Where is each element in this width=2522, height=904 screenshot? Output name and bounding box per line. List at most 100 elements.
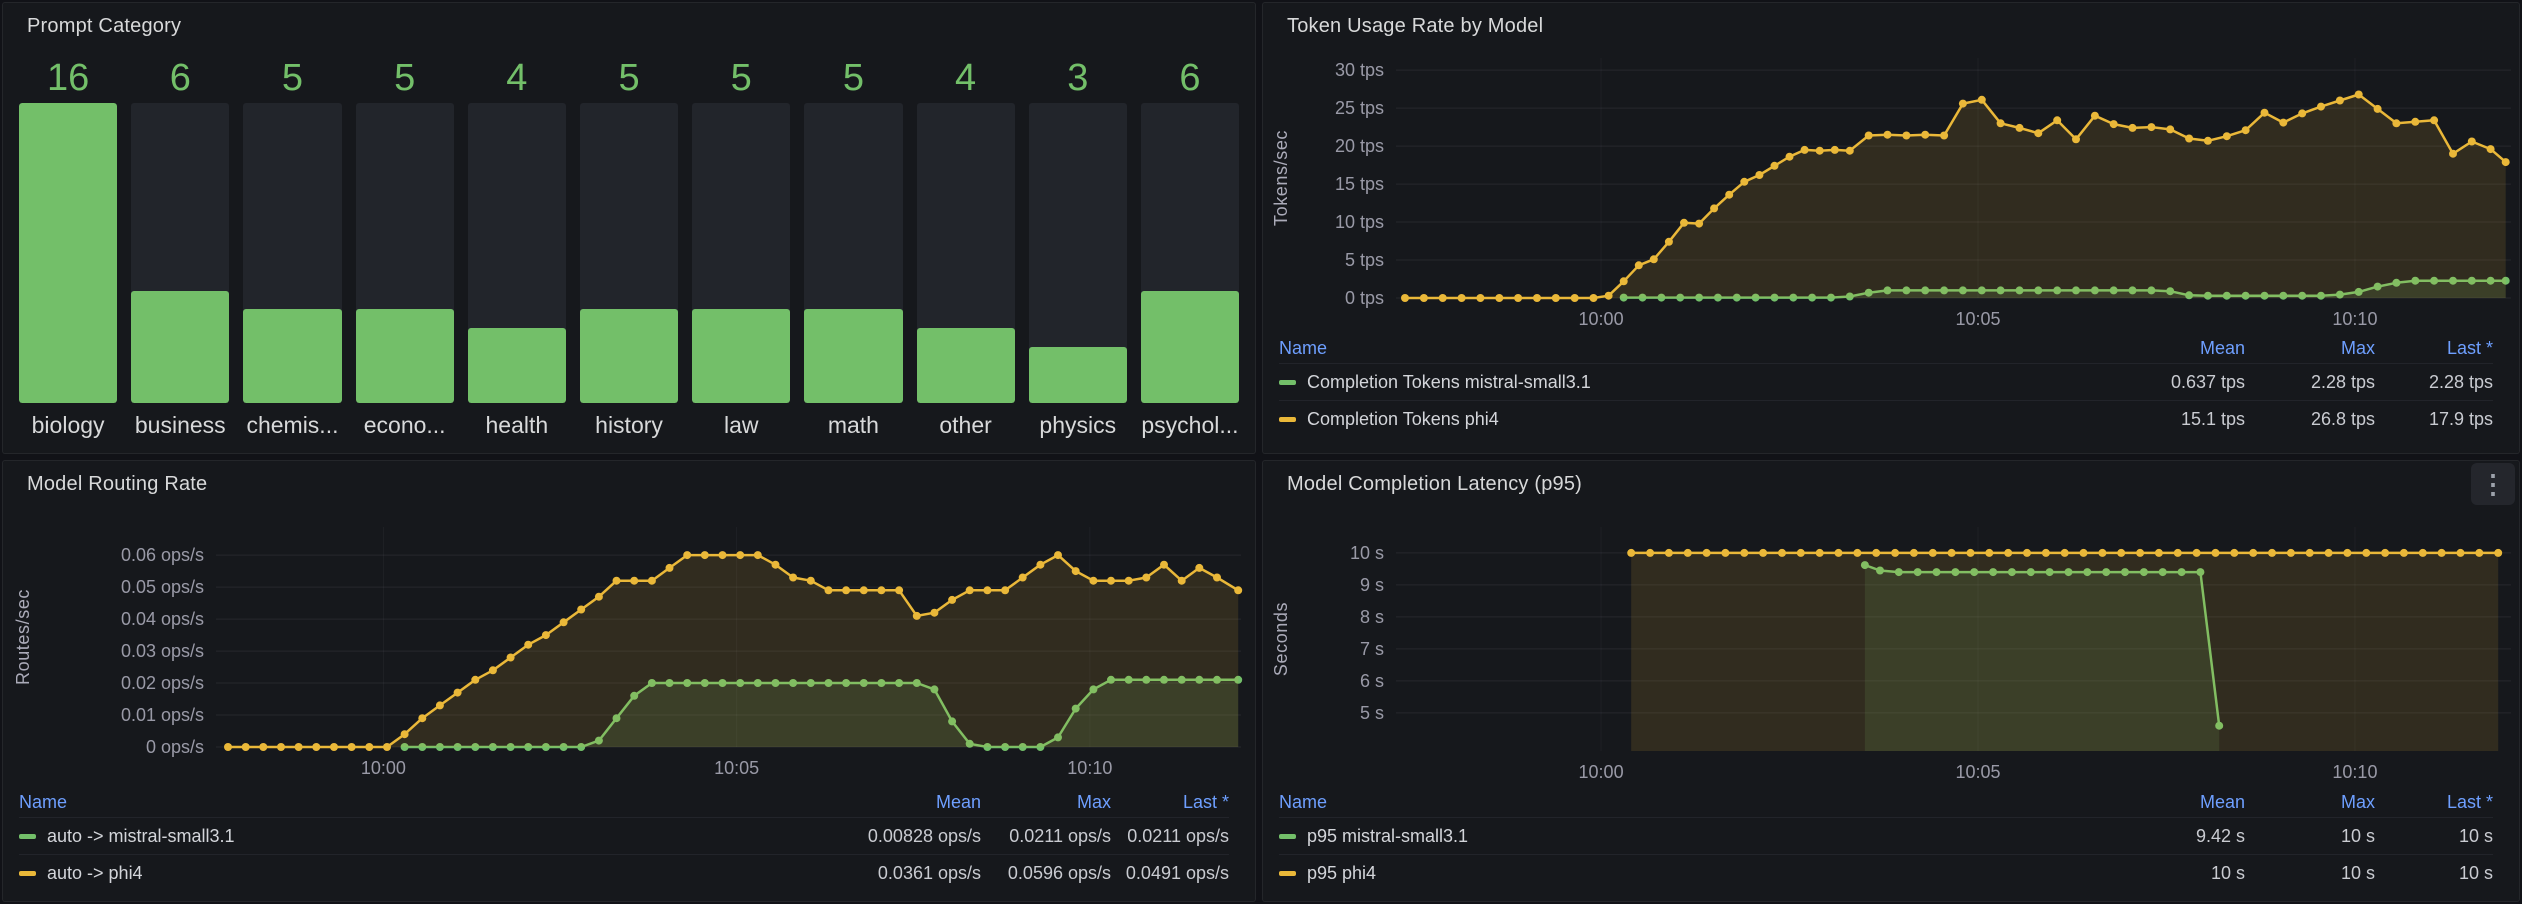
bar-fill	[467, 328, 566, 403]
legend-series-label[interactable]: auto -> phi4	[19, 863, 801, 884]
latency-chart[interactable]: 5 s 6 s 7 s 8 s 9 s 10 s 10:00 10:05 10:10 Second…	[1263, 461, 2519, 903]
series-color-swatch	[19, 833, 36, 839]
bar-track	[355, 103, 454, 403]
legend-last-value: 0.0491 ops/s	[1125, 862, 1229, 883]
bar-track	[131, 103, 230, 403]
svg-text:Routes/sec: Routes/sec	[13, 589, 33, 685]
bar-business: 6 business	[131, 41, 230, 441]
bar-fill	[1140, 290, 1240, 403]
bar-track	[1028, 103, 1127, 403]
legend-header-max[interactable]: Max	[2340, 337, 2375, 358]
svg-text:8 s: 8 s	[1360, 607, 1384, 627]
svg-text:0.04 ops/s: 0.04 ops/s	[121, 609, 204, 629]
bar-value: 16	[46, 57, 90, 100]
legend-mean-value: 9.42 s	[2195, 825, 2245, 846]
bar-value: 5	[281, 57, 304, 100]
legend-header-name[interactable]: Name	[1279, 791, 1328, 812]
panel-title-latency[interactable]: Model Completion Latency (p95)	[1287, 473, 1583, 495]
legend-header-max[interactable]: Max	[2340, 791, 2375, 812]
prompt-category-bargauge[interactable]: 16 biology 6 business 5 chemis... 5 econo... 4 he…	[19, 41, 1240, 441]
bar-value: 6	[169, 57, 191, 100]
legend-series-label[interactable]: p95 mistral-small3.1	[1279, 826, 2065, 847]
latency-legend: Name Mean Max Last * p95 mistral-small3.1 9.4…	[1279, 787, 2493, 891]
legend-series-label[interactable]: p95 phi4	[1279, 863, 2065, 884]
bar-fill	[1028, 346, 1127, 403]
bar-track	[804, 103, 903, 403]
bar-label: health	[485, 411, 549, 438]
svg-text:10:10: 10:10	[1067, 758, 1112, 778]
bar-fill	[579, 309, 679, 403]
svg-text:10:05: 10:05	[1955, 309, 2000, 329]
legend-row: p95 mistral-small3.1 9.42 s 10 s 10 s	[1279, 817, 2493, 854]
bar-label: history	[595, 411, 663, 438]
svg-text:9 s: 9 s	[1360, 575, 1384, 595]
legend-header: Name Mean Max Last *	[1279, 333, 2493, 363]
legend-header-last[interactable]: Last *	[2446, 337, 2493, 358]
legend-max-value: 10 s	[2340, 825, 2375, 846]
svg-text:25 tps: 25 tps	[1335, 98, 1384, 118]
svg-text:Seconds: Seconds	[1271, 602, 1291, 676]
panel-menu-button[interactable]: ⋮	[2471, 463, 2515, 505]
legend-header-mean[interactable]: Mean	[2199, 337, 2245, 358]
legend-max-value: 0.0596 ops/s	[1007, 862, 1111, 883]
panel-title-token-usage[interactable]: Token Usage Rate by Model	[1287, 15, 1544, 37]
svg-text:0 ops/s: 0 ops/s	[146, 737, 204, 757]
legend-max-value: 10 s	[2340, 862, 2375, 883]
legend-header-last[interactable]: Last *	[1182, 791, 1229, 812]
token-usage-chart[interactable]: 0 tps 5 tps 10 tps 15 tps 20 tps 25 tps 30 tps…	[1263, 3, 2519, 455]
svg-text:5 s: 5 s	[1360, 703, 1384, 723]
series-color-swatch	[1279, 870, 1296, 876]
svg-text:0.02 ops/s: 0.02 ops/s	[121, 673, 204, 693]
bar-math: 5 math	[804, 41, 903, 441]
legend-series-label[interactable]: auto -> mistral-small3.1	[19, 826, 801, 847]
legend-series-label[interactable]: Completion Tokens mistral-small3.1	[1279, 372, 2065, 393]
legend-row: auto -> phi4 0.0361 ops/s 0.0596 ops/s 0.04…	[19, 854, 1229, 891]
legend-last-value: 17.9 tps	[2428, 408, 2493, 429]
panel-prompt-category: Prompt Category 16 biology 6 business 5 chemi…	[2, 2, 1256, 454]
svg-text:10:05: 10:05	[1955, 762, 2000, 782]
series-color-swatch	[1279, 379, 1296, 385]
legend-header-name[interactable]: Name	[19, 791, 68, 812]
legend-last-value: 10 s	[2458, 825, 2493, 846]
panel-title-routing-rate[interactable]: Model Routing Rate	[27, 473, 208, 495]
svg-text:Tokens/sec: Tokens/sec	[1271, 130, 1291, 226]
bar-fill	[355, 309, 454, 403]
bar-value: 4	[506, 57, 528, 100]
legend-series-label[interactable]: Completion Tokens phi4	[1279, 409, 2065, 430]
bar-label: physics	[1039, 411, 1117, 438]
panel-title-prompt-category[interactable]: Prompt Category	[27, 15, 182, 37]
bar-psychol: 6 psychol...	[1140, 41, 1240, 441]
svg-text:10 tps: 10 tps	[1335, 212, 1384, 232]
bar-health: 4 health	[467, 41, 566, 441]
legend-header: Name Mean Max Last *	[1279, 787, 2493, 817]
svg-text:10:00: 10:00	[361, 758, 406, 778]
bar-label: business	[134, 411, 226, 438]
bar-econo: 5 econo...	[355, 41, 454, 441]
legend-mean-value: 10 s	[2210, 862, 2245, 883]
legend-row: Completion Tokens phi4 15.1 tps 26.8 tps 17…	[1279, 400, 2493, 437]
bar-value: 6	[1179, 57, 1201, 100]
series-color-swatch	[1279, 833, 1296, 839]
legend-header-max[interactable]: Max	[1076, 791, 1111, 812]
kebab-icon: ⋮	[2480, 468, 2506, 499]
svg-text:10:05: 10:05	[714, 758, 759, 778]
bar-value: 5	[618, 57, 640, 100]
legend-header-mean[interactable]: Mean	[2199, 791, 2245, 812]
svg-text:15 tps: 15 tps	[1335, 174, 1384, 194]
svg-text:10 s: 10 s	[1350, 543, 1384, 563]
routing-rate-chart[interactable]: 0 ops/s 0.01 ops/s 0.02 ops/s 0.03 ops/s 0.0…	[3, 461, 1255, 903]
bar-law: 5 law	[692, 41, 791, 441]
panel-token-usage: Token Usage Rate by Model 0 tps 5 tps 10 t…	[1262, 2, 2520, 454]
bar-label: math	[827, 411, 879, 438]
legend-header-mean[interactable]: Mean	[935, 791, 981, 812]
legend-row: auto -> mistral-small3.1 0.00828 ops/s 0.0…	[19, 817, 1229, 854]
svg-text:20 tps: 20 tps	[1335, 136, 1384, 156]
bar-physics: 3 physics	[1028, 41, 1127, 441]
bar-fill	[804, 309, 903, 403]
legend-header-name[interactable]: Name	[1279, 337, 1328, 358]
bar-value: 5	[730, 57, 752, 100]
bar-fill	[243, 309, 342, 403]
legend-header-last[interactable]: Last *	[2446, 791, 2493, 812]
bar-value: 3	[1067, 57, 1089, 100]
